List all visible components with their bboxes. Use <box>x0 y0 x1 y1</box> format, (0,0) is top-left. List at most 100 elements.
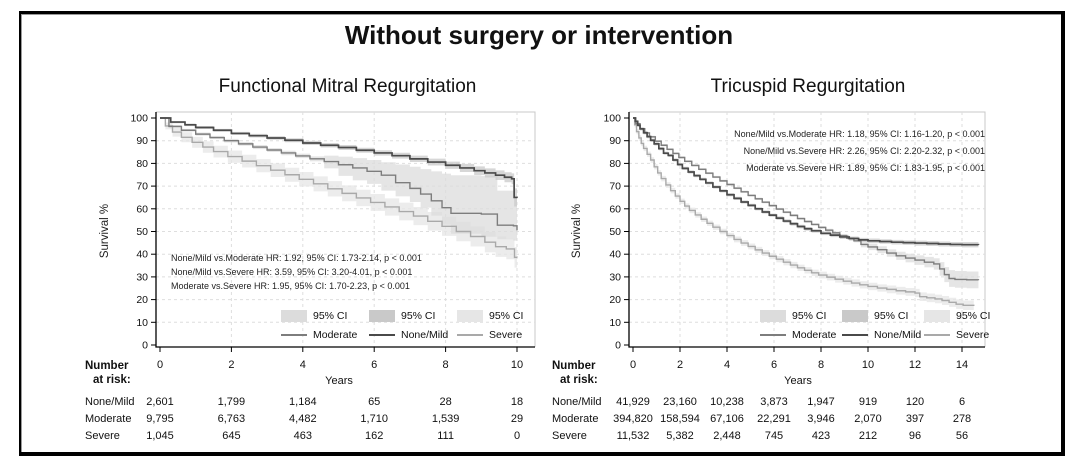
risk-value: 67,106 <box>710 413 744 425</box>
risk-value: 397 <box>905 413 925 425</box>
x-axis-label-mitral: Years <box>325 375 353 387</box>
x-tick-label: 10 <box>510 359 524 371</box>
hr-annotations-tricuspid: None/Mild vs.Moderate HR: 1.18, 95% CI: … <box>640 126 985 177</box>
risk-value: 463 <box>293 430 312 442</box>
y-tick-label: 60 <box>136 203 148 215</box>
y-tick-label: 50 <box>609 226 621 238</box>
plot-frame <box>156 111 536 347</box>
y-tick-label: 10 <box>609 317 621 329</box>
legend-col-severe: 95% CI Severe <box>457 308 545 346</box>
risk-row-label: Moderate <box>552 413 599 425</box>
series-label: None/Mild <box>874 328 922 341</box>
line-sample-none-mild <box>369 333 395 336</box>
figure-title: Without surgery or intervention <box>344 20 734 50</box>
ci-band-moderate <box>160 118 517 242</box>
risk-value: 11,532 <box>616 430 650 442</box>
chart-title-mitral: Functional Mitral Regurgitation <box>218 76 477 97</box>
km-line-none-mild <box>160 117 518 199</box>
y-tick-label: 0 <box>615 340 621 352</box>
ci-band-severe <box>160 118 517 268</box>
y-tick-label: 90 <box>609 135 621 147</box>
ci-label: 95% CI <box>792 309 827 322</box>
legend-col-severe: 95% CI Severe <box>924 308 1006 346</box>
risk-value: 2,070 <box>854 413 882 425</box>
risk-row-label: None/Mild <box>552 396 602 408</box>
risk-value: 18 <box>510 396 524 408</box>
chart-title-tricuspid: Tricuspid Regurgitation <box>710 76 906 97</box>
y-tick-label: 20 <box>609 294 621 306</box>
risk-row-label: Moderate <box>85 413 132 425</box>
ci-label: 95% CI <box>956 309 991 322</box>
risk-header-line1: Number <box>85 360 129 372</box>
risk-value: 1,710 <box>360 413 388 425</box>
ci-swatch-none-mild <box>369 309 395 322</box>
risk-value: 394,820 <box>613 413 653 425</box>
km-line-none-mild <box>633 117 980 246</box>
risk-value: 162 <box>365 430 384 442</box>
risk-value: 29 <box>510 413 524 425</box>
risk-value: 1,045 <box>146 430 174 442</box>
ci-label: 95% CI <box>401 309 436 322</box>
risk-value: 1,184 <box>289 396 317 408</box>
hr-annotation-line: None/Mild vs.Severe HR: 2.26, 95% CI: 2.… <box>743 146 985 156</box>
line-sample-moderate <box>281 333 307 336</box>
y-tick-label: 80 <box>609 158 621 170</box>
ci-swatch-moderate <box>760 309 786 322</box>
risk-row-label: None/Mild <box>85 396 135 408</box>
risk-value: 3,946 <box>807 413 835 425</box>
risk-value: 23,160 <box>663 396 697 408</box>
risk-value: 28 <box>439 396 452 408</box>
ci-swatch-severe <box>924 309 950 322</box>
km-line-severe <box>633 117 975 306</box>
risk-value: 919 <box>858 396 878 408</box>
x-tick-label: 8 <box>817 359 825 371</box>
y-tick-label: 0 <box>142 340 148 352</box>
risk-value: 6,763 <box>217 413 246 425</box>
risk-row-label: Severe <box>552 430 587 442</box>
hr-annotations-mitral: None/Mild vs.Moderate HR: 1.92, 95% CI: … <box>171 251 422 293</box>
risk-value: 278 <box>952 413 972 425</box>
ci-swatch-none-mild <box>842 309 868 322</box>
risk-header-line2: at risk: <box>93 374 131 386</box>
risk-value: 6 <box>958 396 966 408</box>
risk-value: 2,448 <box>713 430 741 442</box>
risk-value: 4,482 <box>289 413 317 425</box>
y-tick-label: 30 <box>609 271 621 283</box>
y-tick-label: 20 <box>136 294 148 306</box>
x-tick-label: 10 <box>861 359 875 371</box>
ci-swatch-severe <box>457 309 483 322</box>
risk-value: 1,947 <box>807 396 835 408</box>
line-sample-moderate <box>760 333 786 336</box>
hr-annotation-line: None/Mild vs.Moderate HR: 1.92, 95% CI: … <box>171 253 422 263</box>
x-tick-label: 6 <box>371 359 378 371</box>
risk-value: 423 <box>811 430 831 442</box>
risk-value: 10,238 <box>710 396 744 408</box>
ci-swatch-moderate <box>281 309 307 322</box>
x-tick-label: 0 <box>629 359 637 371</box>
risk-row-label: Severe <box>85 430 120 442</box>
y-tick-label: 90 <box>136 135 148 147</box>
risk-value: 212 <box>858 430 878 442</box>
risk-header-line1: Number <box>552 360 596 372</box>
x-tick-label: 2 <box>228 359 235 371</box>
risk-value: 65 <box>368 396 381 408</box>
ci-label: 95% CI <box>313 309 348 322</box>
risk-value: 1,799 <box>217 396 246 408</box>
y-tick-label: 80 <box>136 158 148 170</box>
y-tick-label: 70 <box>136 181 148 193</box>
y-tick-label: 60 <box>609 203 621 215</box>
ci-label: 95% CI <box>874 309 909 322</box>
plot-frame <box>629 111 986 347</box>
risk-table-header-tricuspid: Number at risk: <box>552 359 598 387</box>
hr-annotation-line: None/Mild vs.Moderate HR: 1.18, 95% CI: … <box>734 129 985 139</box>
figure-border-frame <box>19 11 1065 456</box>
axis-lines <box>628 112 985 348</box>
axis-lines <box>155 112 535 348</box>
risk-value: 5,382 <box>666 430 694 442</box>
legend-col-none-mild: 95% CI None/Mild <box>842 308 924 346</box>
risk-value: 645 <box>222 430 241 442</box>
risk-table-header-mitral: Number at risk: <box>85 359 131 387</box>
x-tick-label: 8 <box>442 359 449 371</box>
